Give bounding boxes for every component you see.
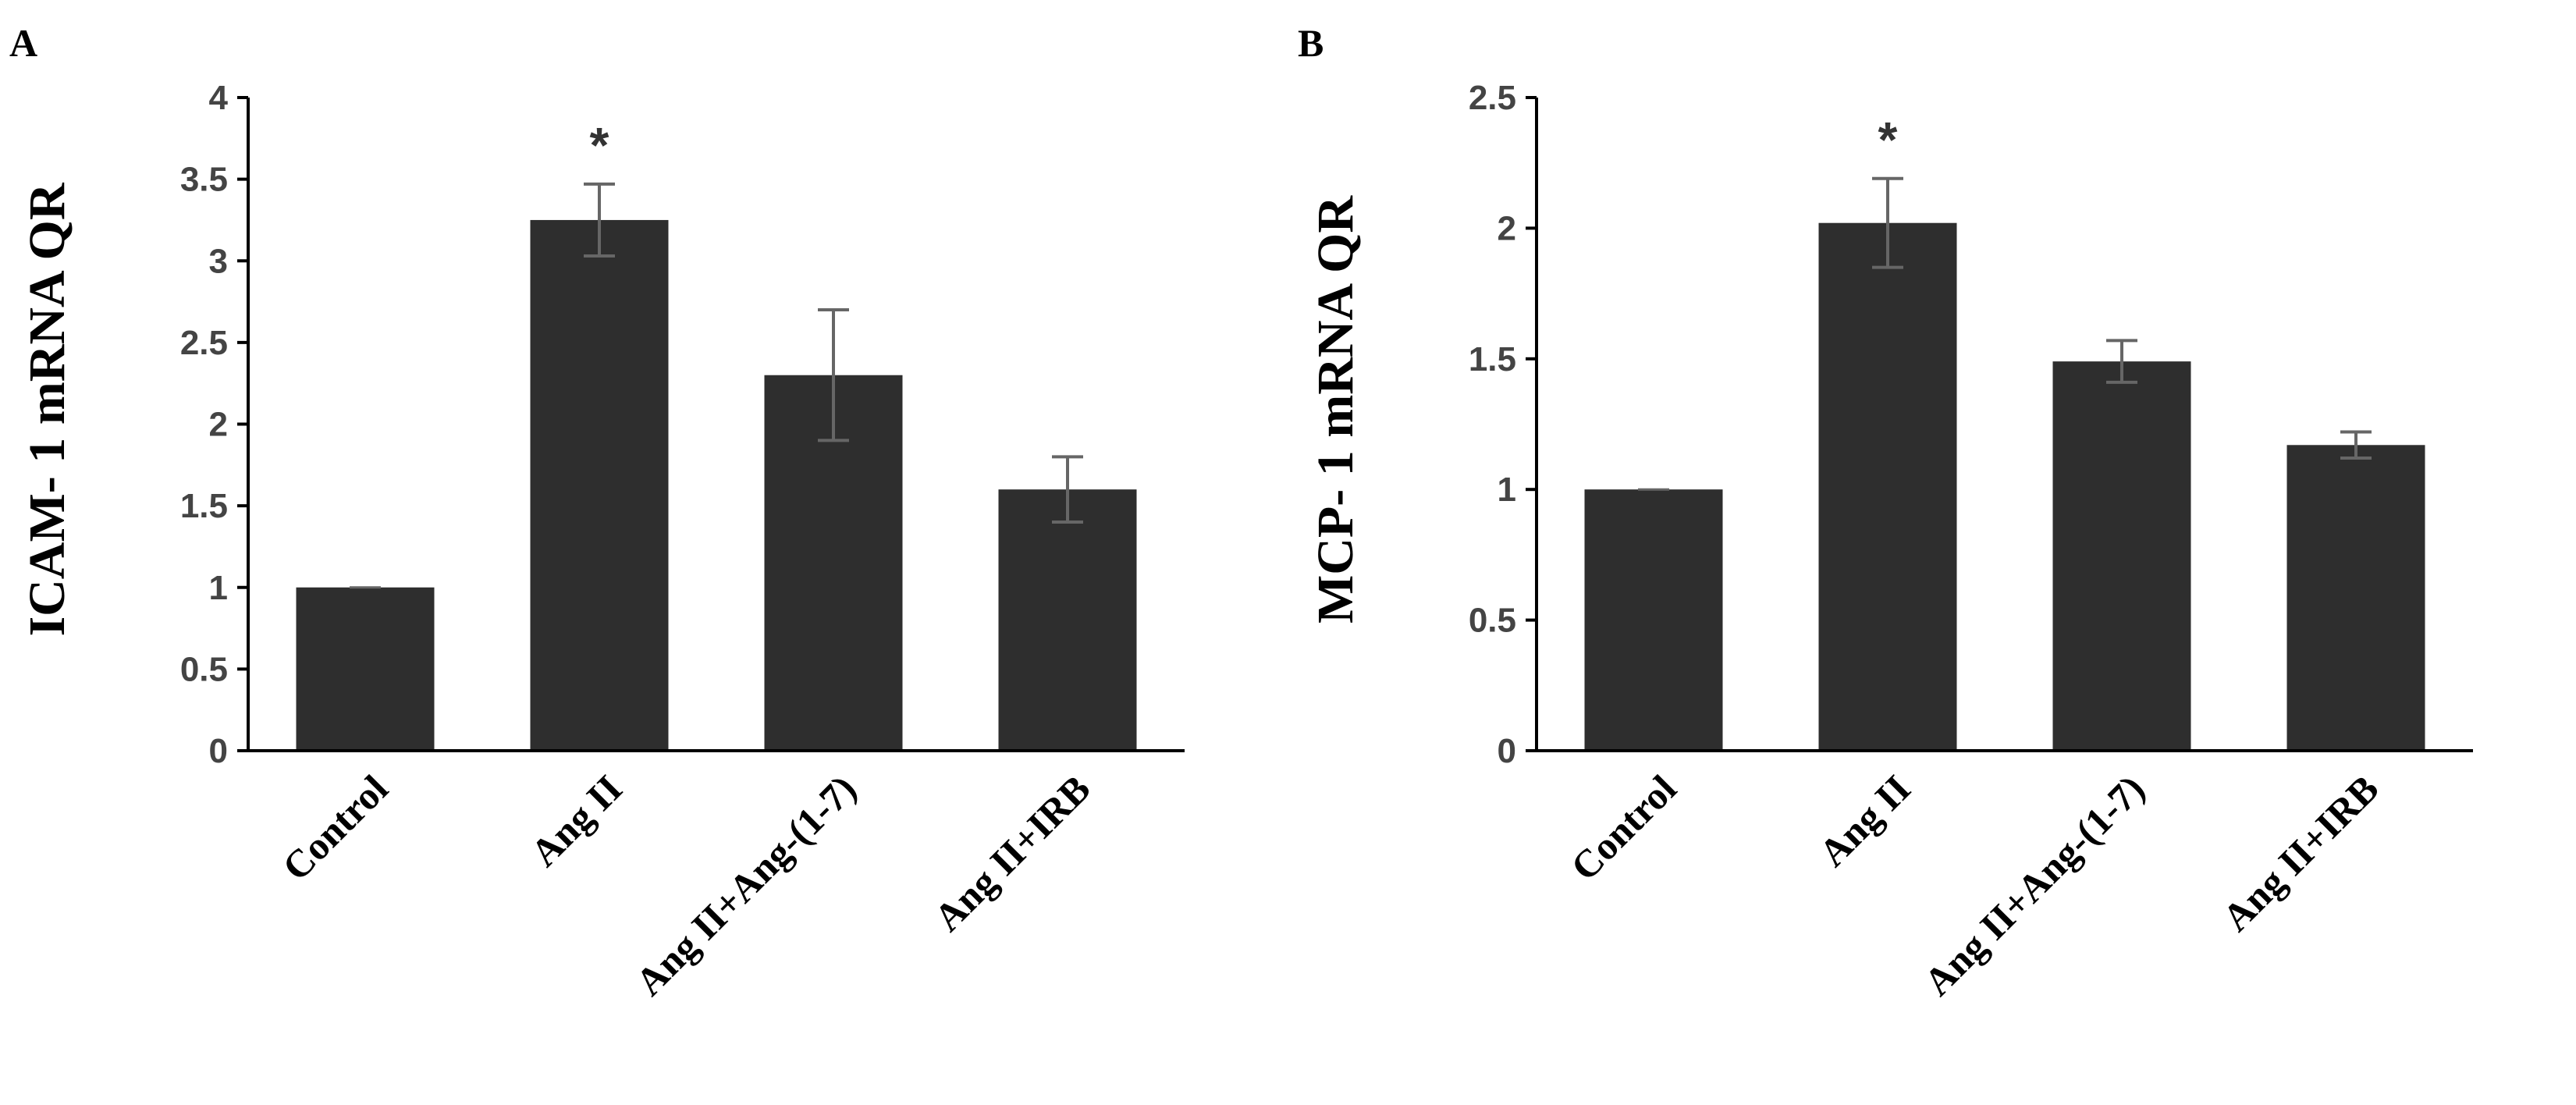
y-tick-label: 0.5 [1469, 602, 1516, 640]
chart-panel-a: A ICAM- 1 mRNA QR 0 0.5 1 1.5 2 2.5 3 3.5 4 Contr… [9, 21, 1185, 1004]
x-category-label: Control [274, 766, 396, 889]
bar [1818, 222, 1957, 751]
y-tick-label: 4 [209, 79, 229, 117]
x-category-label: Ang II+Ang-(1-7) [627, 766, 864, 1004]
y-tick-label: 2 [209, 406, 228, 444]
chart-b-svg: B MCP- 1 mRNA QR 0 0.5 1 1.5 2 2.5 Control * Ang… [1298, 21, 2473, 1004]
y-tick-label: 3.5 [180, 161, 228, 199]
x-category-label: Ang II+Ang-(1-7) [1915, 766, 2152, 1004]
y-tick-label: 1.5 [1469, 340, 1516, 378]
y-tick-label: 1 [1498, 471, 1516, 509]
panel-letter-a: A [9, 21, 37, 65]
y-axis-label-a: ICAM- 1 mRNA QR [19, 182, 76, 636]
chart-a-svg: A ICAM- 1 mRNA QR 0 0.5 1 1.5 2 2.5 3 3.5 4 Contr… [9, 21, 1185, 1004]
significance-star: * [1878, 112, 1898, 168]
panel-letter-b: B [1298, 21, 1324, 65]
x-category-label: Ang II [1810, 766, 1919, 875]
y-tick-label: 2.5 [180, 324, 228, 362]
bar [2052, 361, 2191, 751]
y-tick-label: 2.5 [1469, 79, 1516, 117]
y-tick-label: 0.5 [180, 650, 228, 688]
bar [2286, 445, 2425, 751]
bar [1584, 489, 1723, 751]
x-category-label: Control [1562, 766, 1685, 889]
y-tick-label: 1.5 [180, 487, 228, 525]
y-tick-label: 0 [209, 732, 228, 770]
bar [530, 219, 669, 751]
y-tick-label: 0 [1498, 732, 1516, 770]
x-category-label: Ang II+IRB [2214, 766, 2387, 940]
x-category-label: Ang II+IRB [926, 766, 1099, 940]
y-tick-label: 3 [209, 242, 228, 280]
y-axis-label-b: MCP- 1 mRNA QR [1307, 195, 1364, 624]
bar [296, 587, 435, 751]
chart-panel-b: B MCP- 1 mRNA QR 0 0.5 1 1.5 2 2.5 Control * Ang… [1288, 0, 2576, 1105]
y-tick-label: 2 [1498, 209, 1516, 247]
significance-star: * [590, 117, 609, 173]
y-tick-label: 1 [209, 569, 228, 607]
bar [998, 489, 1137, 751]
x-category-label: Ang II [522, 766, 631, 875]
